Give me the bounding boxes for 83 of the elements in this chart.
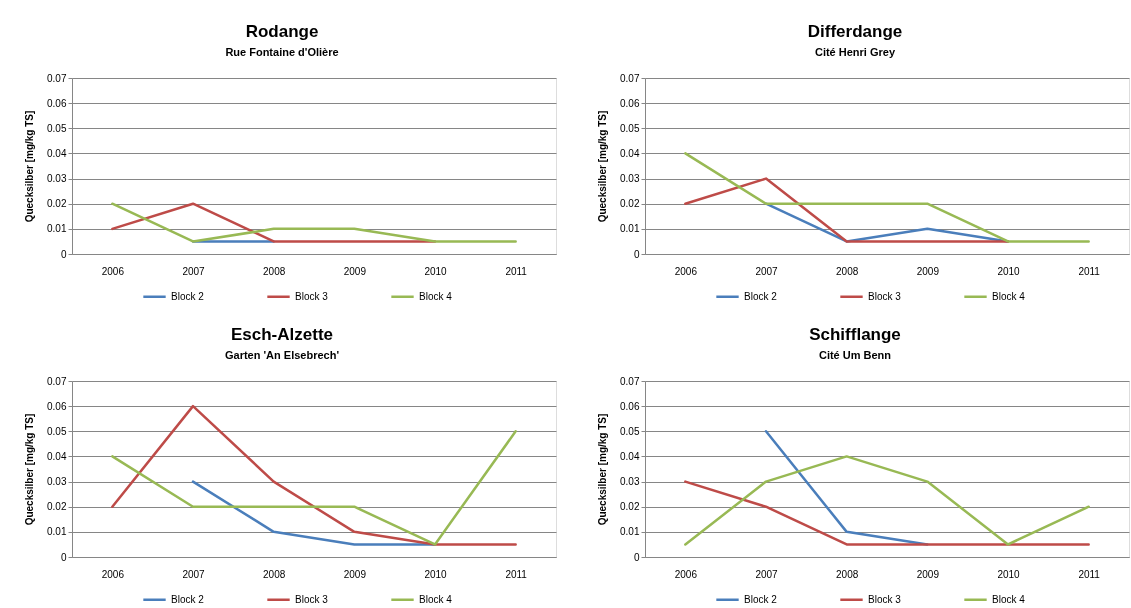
x-tick-label: 2010 (424, 265, 448, 277)
y-tick-label: 0.07 (47, 375, 67, 387)
y-tick-label: 0.05 (620, 122, 640, 134)
y-tick-label: 0.01 (620, 526, 640, 538)
y-tick-label: 0.07 (47, 72, 67, 84)
y-tick-label: 0 (633, 248, 640, 260)
x-tick-label: 2009 (916, 568, 940, 580)
y-tick-label: 0.02 (47, 198, 67, 210)
x-tick-label: 2007 (182, 265, 206, 277)
line-series (111, 430, 517, 546)
legend-label: Block 4 (419, 290, 453, 302)
x-tick-label: 2011 (1078, 265, 1101, 277)
legend-label: Block 2 (171, 593, 205, 605)
line-series (111, 404, 517, 546)
chart-title: Rodange (245, 22, 319, 41)
y-tick-label: 0.04 (620, 147, 640, 159)
y-tick-label: 0.02 (620, 198, 640, 210)
chart-title: Esch-Alzette (230, 325, 334, 344)
x-tick-label: 2006 (101, 568, 125, 580)
y-tick-label: 0.03 (620, 476, 640, 488)
y-axis-title: Quecksilber [mg/kg TS] (24, 110, 36, 223)
x-tick-label: 2010 (424, 568, 448, 580)
legend-label: Block 3 (868, 290, 902, 302)
y-tick-label: 0 (60, 551, 67, 563)
y-tick-label: 0 (633, 551, 640, 563)
x-tick-label: 2006 (674, 568, 698, 580)
chart-subtitle: Rue Fontaine d'Olière (225, 46, 339, 58)
y-tick-label: 0.04 (47, 147, 67, 159)
x-tick-label: 2009 (343, 568, 367, 580)
legend-label: Block 2 (744, 290, 778, 302)
x-tick-label: 2007 (182, 568, 206, 580)
y-tick-label: 0.07 (620, 375, 640, 387)
y-tick-label: 0.05 (620, 425, 640, 437)
x-tick-label: 2008 (836, 265, 859, 277)
y-tick-label: 0.06 (620, 400, 640, 412)
chart-subtitle: Garten 'An Elsebrech' (224, 349, 340, 361)
x-tick-label: 2010 (997, 265, 1021, 277)
y-tick-label: 0.04 (620, 450, 640, 462)
y-axis-title: Quecksilber [mg/kg TS] (597, 413, 609, 526)
x-tick-label: 2009 (916, 265, 940, 277)
y-tick-label: 0.05 (47, 425, 67, 437)
y-tick-label: 0.06 (47, 400, 67, 412)
legend-label: Block 2 (744, 593, 778, 605)
y-tick-label: 0.03 (620, 173, 640, 185)
y-axis-title: Quecksilber [mg/kg TS] (24, 413, 36, 526)
legend-label: Block 3 (295, 290, 329, 302)
y-tick-label: 0.04 (47, 450, 67, 462)
x-tick-label: 2008 (263, 265, 286, 277)
chart-title: Schifflange (809, 325, 901, 344)
legend-label: Block 3 (295, 593, 329, 605)
x-tick-label: 2008 (263, 568, 286, 580)
x-tick-label: 2007 (755, 568, 779, 580)
x-tick-label: 2009 (343, 265, 367, 277)
x-tick-label: 2011 (505, 265, 528, 277)
y-tick-label: 0.02 (620, 501, 640, 513)
legend-label: Block 2 (171, 290, 205, 302)
y-tick-label: 0.06 (47, 97, 67, 109)
chart-subtitle: Cité Um Benn (818, 349, 892, 361)
y-tick-label: 0.01 (47, 223, 67, 235)
x-tick-label: 2008 (836, 568, 859, 580)
chart-title: Differdange (807, 22, 903, 41)
legend-label: Block 4 (419, 593, 453, 605)
legend-label: Block 4 (992, 290, 1026, 302)
y-tick-label: 0.07 (620, 72, 640, 84)
x-tick-label: 2011 (1078, 568, 1101, 580)
x-tick-label: 2010 (997, 568, 1021, 580)
y-tick-label: 0.01 (47, 526, 67, 538)
x-tick-label: 2011 (505, 568, 528, 580)
y-tick-label: 0.05 (47, 122, 67, 134)
chart-subtitle: Cité Henri Grey (814, 46, 896, 58)
x-tick-label: 2006 (101, 265, 125, 277)
y-tick-label: 0.02 (47, 501, 67, 513)
legend-label: Block 4 (992, 593, 1026, 605)
y-tick-label: 0.03 (47, 173, 67, 185)
y-tick-label: 0.06 (620, 97, 640, 109)
y-axis-title: Quecksilber [mg/kg TS] (597, 110, 609, 223)
x-tick-label: 2006 (674, 265, 698, 277)
line-series (684, 455, 1090, 546)
y-tick-label: 0.01 (620, 223, 640, 235)
legend-label: Block 3 (868, 593, 902, 605)
y-tick-label: 0.03 (47, 476, 67, 488)
x-tick-label: 2007 (755, 265, 779, 277)
y-tick-label: 0 (60, 248, 67, 260)
